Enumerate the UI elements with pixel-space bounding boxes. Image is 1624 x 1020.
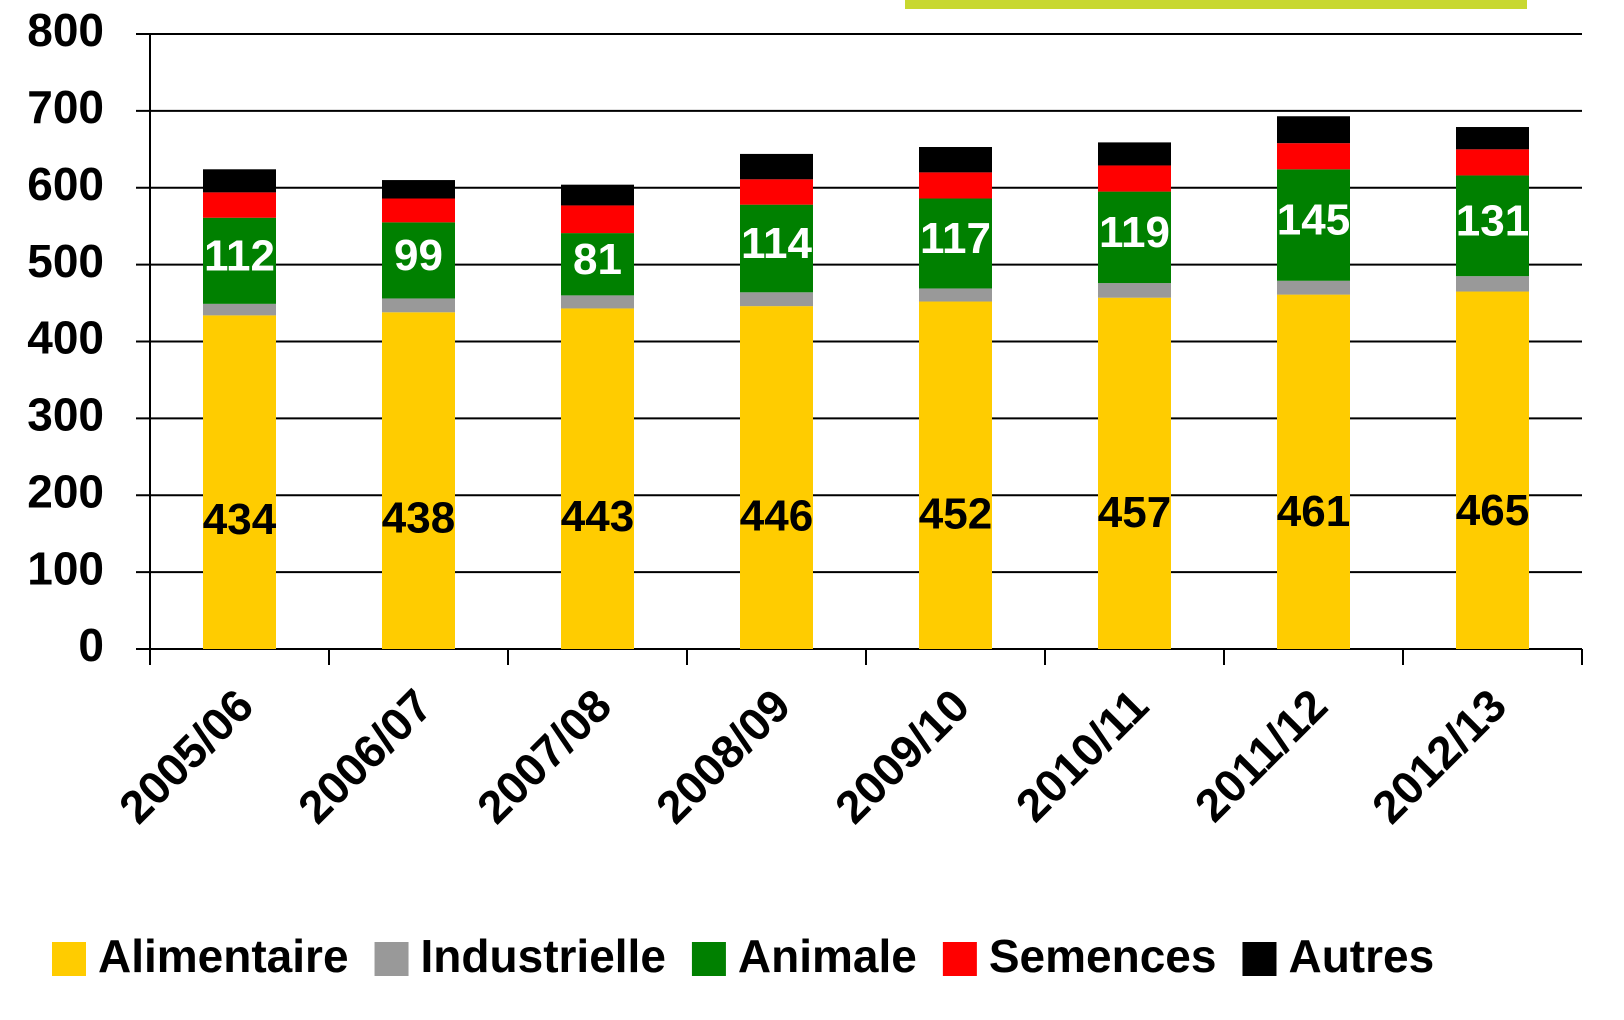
bar-segment: [203, 169, 276, 193]
bar-segment: [1456, 127, 1529, 150]
x-tick-label: 2005/06: [109, 679, 263, 833]
data-label: 99: [394, 231, 443, 280]
y-tick-label: 800: [27, 4, 104, 56]
bar-segment: [1277, 294, 1350, 649]
x-tick-label: 2007/08: [467, 679, 621, 833]
bar-segment: [1098, 297, 1171, 649]
legend-label: Autres: [1288, 930, 1434, 982]
data-label: 434: [203, 495, 277, 544]
y-tick-label: 500: [27, 235, 104, 287]
y-tick-label: 700: [27, 81, 104, 133]
bar-segment: [382, 222, 455, 299]
bar-segment: [1277, 116, 1350, 144]
bar-segment: [1456, 276, 1529, 292]
legend-swatch: [691, 942, 726, 976]
bar-segment: [919, 198, 992, 289]
legend-label: Alimentaire: [98, 930, 349, 982]
data-label: 114: [741, 219, 813, 268]
data-label: 443: [561, 492, 634, 541]
x-tick-label: 2006/07: [288, 679, 442, 833]
bar-segment: [919, 147, 992, 173]
x-tick-label: 2009/10: [825, 679, 979, 833]
y-tick-label: 300: [27, 389, 104, 441]
data-label: 465: [1456, 486, 1529, 535]
bar-segment: [1277, 143, 1350, 170]
legend-swatch: [1242, 942, 1277, 976]
data-label: 81: [573, 235, 622, 284]
data-label: 117: [920, 214, 991, 263]
bar-segment: [1098, 283, 1171, 298]
legend-label: Semences: [989, 930, 1217, 982]
bar-segment: [1456, 175, 1529, 277]
legend-label: Animale: [738, 930, 917, 982]
bar-segment: [203, 315, 276, 649]
bar-segment: [919, 172, 992, 199]
y-tick-label: 400: [27, 312, 104, 364]
bar-segment: [740, 153, 813, 180]
data-label: 446: [740, 491, 813, 540]
bar-segment: [203, 217, 276, 304]
legend-label: Industrielle: [421, 930, 666, 982]
legend-swatch: [374, 942, 409, 976]
x-tick-label: 2011/12: [1185, 679, 1338, 832]
bar-segment: [382, 298, 455, 313]
bar-segment: [1456, 149, 1529, 176]
bar-segment: [1456, 291, 1529, 649]
bar-segment: [1098, 191, 1171, 284]
data-label: 145: [1277, 196, 1350, 245]
data-label: 461: [1277, 487, 1350, 536]
bar-segment: [561, 205, 634, 234]
bar-segment: [561, 184, 634, 206]
legend-swatch: [52, 942, 86, 976]
bar-segment: [561, 308, 634, 649]
bar-segment: [1277, 280, 1350, 295]
bar-segment: [561, 233, 634, 296]
bar-segment: [740, 292, 813, 307]
data-label: 131: [1456, 196, 1529, 245]
bar-segment: [1098, 142, 1171, 166]
bar-segment: [740, 179, 813, 205]
y-tick-label: 0: [78, 619, 104, 671]
bar-segment: [919, 301, 992, 649]
bar-segment: [1098, 165, 1171, 192]
data-label: 119: [1099, 208, 1170, 257]
bar-segment: [919, 288, 992, 302]
bar-segment: [382, 198, 455, 223]
bar-segment: [561, 295, 634, 309]
bar-segment: [382, 180, 455, 199]
x-tick-label: 2008/09: [646, 679, 800, 833]
x-tick-label: 2010/11: [1006, 679, 1159, 832]
data-label: 438: [382, 494, 455, 543]
decorative-banner: [905, 0, 1527, 9]
data-label: 457: [1098, 488, 1171, 537]
legend-swatch: [942, 942, 977, 976]
y-tick-label: 200: [27, 465, 104, 517]
data-label: 452: [919, 490, 992, 539]
bar-segment: [740, 306, 813, 649]
bar-segment: [203, 303, 276, 316]
bar-segment: [740, 204, 813, 293]
x-tick-label: 2012/13: [1362, 679, 1516, 833]
y-tick-label: 600: [27, 158, 104, 210]
y-tick-label: 100: [27, 542, 104, 594]
bar-segment: [1277, 169, 1350, 281]
bar-segment: [382, 312, 455, 649]
bar-segment: [203, 192, 276, 218]
data-label: 112: [204, 231, 275, 280]
